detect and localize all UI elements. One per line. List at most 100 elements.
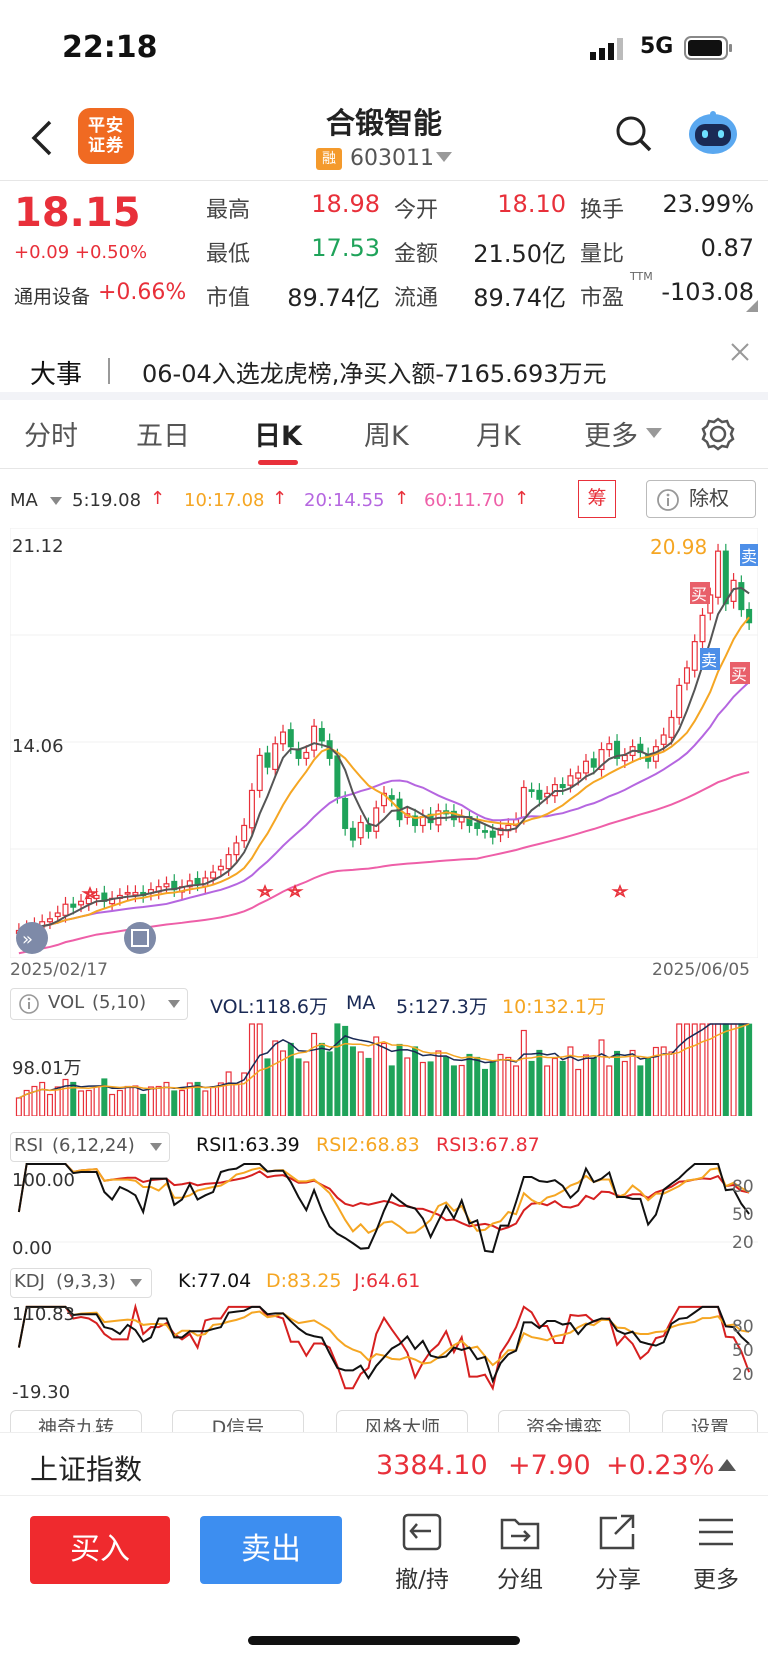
- candle[interactable]: [46, 918, 53, 923]
- candle[interactable]: [93, 894, 100, 899]
- rsi-chart[interactable]: 100.00 0.00 80 50 20: [10, 1162, 758, 1262]
- robot-assistant-icon[interactable]: [686, 110, 740, 156]
- event-star-icon[interactable]: [611, 883, 629, 898]
- kdj-chart[interactable]: 110.83 -19.30 80 50 20: [10, 1298, 758, 1404]
- event-star-icon[interactable]: [256, 883, 274, 898]
- candle[interactable]: [481, 830, 488, 833]
- candle[interactable]: [287, 729, 294, 748]
- candle[interactable]: [590, 758, 597, 768]
- chip-distribution-button[interactable]: 筹: [578, 480, 616, 518]
- candle[interactable]: [357, 821, 364, 839]
- tab-daily-k[interactable]: 日K: [254, 421, 302, 452]
- candle[interactable]: [621, 754, 628, 762]
- candle[interactable]: [217, 865, 224, 871]
- candle[interactable]: [520, 786, 527, 818]
- group-button[interactable]: 分组: [480, 1512, 560, 1594]
- candle[interactable]: [210, 871, 217, 879]
- candle[interactable]: [676, 684, 683, 719]
- candle[interactable]: [575, 772, 582, 779]
- candle[interactable]: [691, 641, 698, 671]
- candle[interactable]: [132, 891, 139, 896]
- search-icon[interactable]: [614, 114, 654, 154]
- candle[interactable]: [233, 842, 240, 856]
- candle[interactable]: [280, 731, 287, 745]
- candle[interactable]: [528, 789, 535, 792]
- candle[interactable]: [241, 824, 248, 842]
- candle[interactable]: [303, 751, 310, 759]
- gear-icon[interactable]: [700, 416, 736, 452]
- sector-change[interactable]: +0.66%: [98, 280, 187, 305]
- candle[interactable]: [225, 854, 232, 870]
- expand-left-icon[interactable]: »: [16, 922, 48, 954]
- index-bar[interactable]: [0, 1432, 768, 1496]
- candle[interactable]: [614, 740, 621, 759]
- tab-intraday[interactable]: 分时: [24, 421, 78, 452]
- candle[interactable]: [606, 743, 613, 751]
- sell-marker-top[interactable]: 卖: [740, 544, 758, 566]
- candle[interactable]: [256, 754, 263, 792]
- more-button[interactable]: 更多: [676, 1512, 756, 1594]
- candle[interactable]: [660, 734, 667, 745]
- candle[interactable]: [85, 897, 92, 905]
- rsi-selector[interactable]: [10, 1132, 170, 1162]
- candle[interactable]: [334, 755, 341, 797]
- buy-marker-2[interactable]: 买: [730, 662, 750, 684]
- close-icon[interactable]: [730, 342, 750, 362]
- candle[interactable]: [412, 815, 419, 827]
- candle[interactable]: [62, 903, 69, 916]
- stock-code[interactable]: 603011: [350, 146, 434, 171]
- candle[interactable]: [668, 716, 675, 738]
- candle[interactable]: [318, 727, 325, 742]
- candle[interactable]: [683, 667, 690, 684]
- candle[interactable]: [311, 725, 318, 751]
- tab-more-chevron-icon[interactable]: [646, 428, 662, 440]
- candle[interactable]: [264, 752, 271, 768]
- sell-marker-2[interactable]: 卖: [700, 648, 720, 670]
- candle[interactable]: [349, 827, 356, 841]
- candle[interactable]: [272, 743, 279, 771]
- candle[interactable]: [489, 830, 496, 838]
- candle[interactable]: [536, 789, 543, 800]
- candle[interactable]: [715, 550, 722, 598]
- vol-selector[interactable]: [10, 988, 188, 1020]
- sell-button[interactable]: 卖出: [200, 1516, 342, 1584]
- tab-weekly-k[interactable]: 周K: [364, 421, 409, 452]
- fullscreen-icon[interactable]: [124, 922, 156, 954]
- candle[interactable]: [78, 900, 85, 906]
- volume-chart[interactable]: 98.01万: [10, 1020, 758, 1116]
- candle[interactable]: [373, 807, 380, 832]
- candle[interactable]: [186, 880, 193, 888]
- share-button[interactable]: 分享: [578, 1512, 658, 1594]
- candle[interactable]: [194, 877, 201, 885]
- candle[interactable]: [124, 891, 131, 895]
- chevron-up-icon[interactable]: [718, 1458, 736, 1472]
- ma-indicator-name[interactable]: MA: [10, 490, 38, 511]
- vol-dropdown-icon[interactable]: [168, 1000, 180, 1009]
- candle[interactable]: [598, 748, 605, 771]
- kdj-dropdown-icon[interactable]: [130, 1279, 142, 1288]
- candle[interactable]: [497, 827, 504, 836]
- kline-chart[interactable]: 21.12 14.06 20.98 卖 买 卖 买 »: [10, 528, 758, 958]
- buy-marker-1[interactable]: 买: [690, 582, 710, 604]
- candle[interactable]: [567, 775, 574, 786]
- candle[interactable]: [699, 614, 706, 643]
- home-indicator[interactable]: [248, 1636, 520, 1645]
- event-star-icon[interactable]: [286, 883, 304, 898]
- candle[interactable]: [450, 810, 457, 821]
- buy-button[interactable]: 买入: [30, 1516, 170, 1584]
- chevron-down-icon[interactable]: [436, 152, 452, 164]
- news-text[interactable]: 06-04入选龙虎榜,净买入额-7165.693万元: [142, 360, 607, 388]
- expand-corner-icon[interactable]: [746, 300, 758, 312]
- candle[interactable]: [70, 903, 77, 908]
- candle[interactable]: [342, 798, 349, 829]
- candle[interactable]: [248, 789, 255, 829]
- candle[interactable]: [54, 912, 61, 918]
- tab-monthly-k[interactable]: 月K: [476, 421, 521, 452]
- back-icon[interactable]: [28, 118, 58, 158]
- candle[interactable]: [722, 550, 729, 605]
- candle[interactable]: [365, 824, 372, 832]
- sector-label[interactable]: 通用设备: [14, 286, 91, 308]
- rsi-dropdown-icon[interactable]: [150, 1143, 162, 1152]
- candle[interactable]: [738, 582, 745, 611]
- ma-dropdown-icon[interactable]: [50, 497, 62, 506]
